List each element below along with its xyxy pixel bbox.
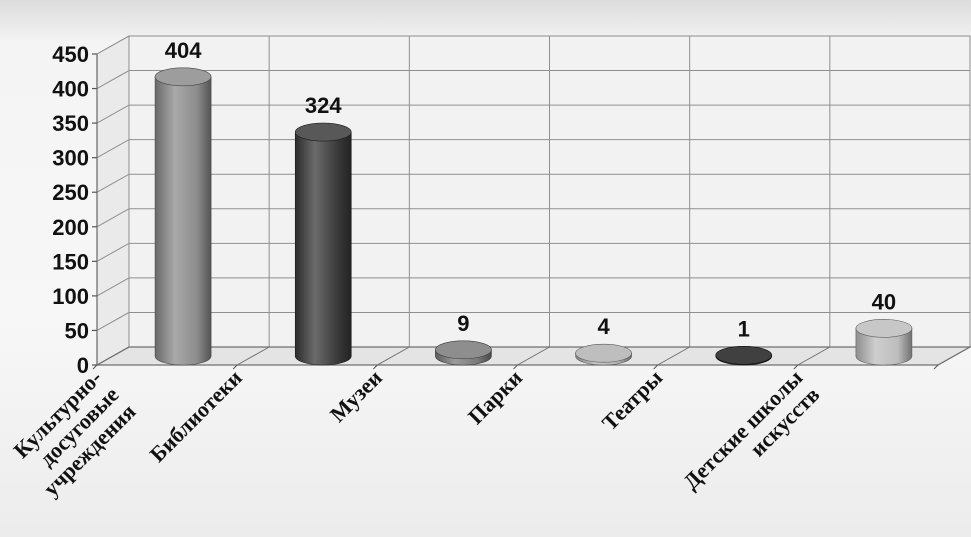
bar-value-label: 324 bbox=[305, 93, 342, 118]
bar bbox=[575, 343, 632, 366]
h-gridline-side bbox=[96, 312, 130, 331]
h-gridline-side bbox=[96, 70, 130, 89]
floor-divider bbox=[517, 346, 550, 366]
bar-body bbox=[294, 131, 352, 366]
h-gridline-side bbox=[96, 139, 130, 159]
bar-top bbox=[575, 343, 632, 363]
bar-body bbox=[855, 328, 913, 366]
x-category-label: Библиотеки bbox=[145, 365, 247, 467]
floor-divider bbox=[236, 346, 270, 366]
bar bbox=[294, 122, 352, 366]
bar-top bbox=[435, 340, 492, 360]
x-category-label: Детские школыискусств bbox=[678, 365, 824, 511]
y-tick-label: 400 bbox=[52, 77, 89, 102]
x-tick-mark bbox=[372, 364, 378, 370]
h-gridline-side bbox=[96, 173, 130, 193]
chart-gridlines bbox=[96, 35, 971, 366]
x-tick-mark bbox=[933, 364, 939, 370]
x-tick-mark bbox=[232, 364, 238, 370]
bar bbox=[435, 340, 492, 366]
chart-back-wall bbox=[96, 35, 971, 366]
x-category-label: Театры bbox=[597, 365, 667, 435]
x-category-label: Музеи bbox=[325, 365, 387, 427]
bar-value-label: 404 bbox=[165, 38, 202, 63]
category-labels: Культурно-досуговыеучреждения Библиотеки М… bbox=[4, 365, 824, 511]
floor-divider bbox=[377, 346, 410, 366]
chart-floor bbox=[94, 346, 971, 366]
y-tick-label: 450 bbox=[52, 42, 89, 67]
bar-body bbox=[154, 76, 212, 366]
h-gridline-side bbox=[96, 242, 130, 262]
h-gridline-side bbox=[96, 35, 130, 55]
floor-divider bbox=[657, 346, 690, 366]
x-tick-mark bbox=[793, 364, 799, 370]
bar-value-label: 40 bbox=[872, 289, 896, 314]
x-category-label: Культурно-досуговыеучреждения bbox=[4, 365, 140, 501]
floor-divider bbox=[937, 346, 971, 366]
floor-divider bbox=[96, 346, 130, 366]
floor-divider bbox=[797, 346, 831, 366]
bar-top bbox=[855, 319, 913, 338]
x-tick-mark bbox=[513, 364, 518, 370]
y-tick-label: 200 bbox=[52, 215, 89, 240]
bar bbox=[715, 346, 773, 366]
bar-value-label: 9 bbox=[457, 311, 469, 336]
h-gridline-side bbox=[96, 104, 130, 124]
h-gridline-side bbox=[96, 277, 130, 297]
y-tick-label: 300 bbox=[52, 146, 89, 171]
bar bbox=[154, 67, 212, 366]
x-tick-mark bbox=[92, 364, 98, 370]
chart-bars bbox=[154, 67, 913, 366]
bar bbox=[855, 319, 913, 366]
y-axis: 0 50 100 150 200 250 300 350 400 450 bbox=[52, 42, 939, 378]
bar-value-label: 1 bbox=[738, 316, 750, 341]
data-labels: 404 324 9 4 1 40 bbox=[165, 38, 896, 342]
x-tick-mark bbox=[653, 364, 659, 370]
y-tick-label: 250 bbox=[52, 180, 89, 205]
bar-top bbox=[715, 346, 773, 365]
y-tick-label: 100 bbox=[52, 284, 89, 309]
y-tick-label: 50 bbox=[65, 318, 89, 343]
h-gridline-side bbox=[96, 208, 130, 228]
bar-top bbox=[294, 122, 352, 142]
y-tick-label: 0 bbox=[77, 353, 89, 378]
y-tick-label: 350 bbox=[52, 111, 89, 136]
x-category-label: Парки bbox=[463, 365, 527, 429]
y-tick-label: 150 bbox=[52, 249, 89, 274]
bar-top bbox=[154, 67, 212, 87]
bar-value-label: 4 bbox=[597, 314, 610, 339]
